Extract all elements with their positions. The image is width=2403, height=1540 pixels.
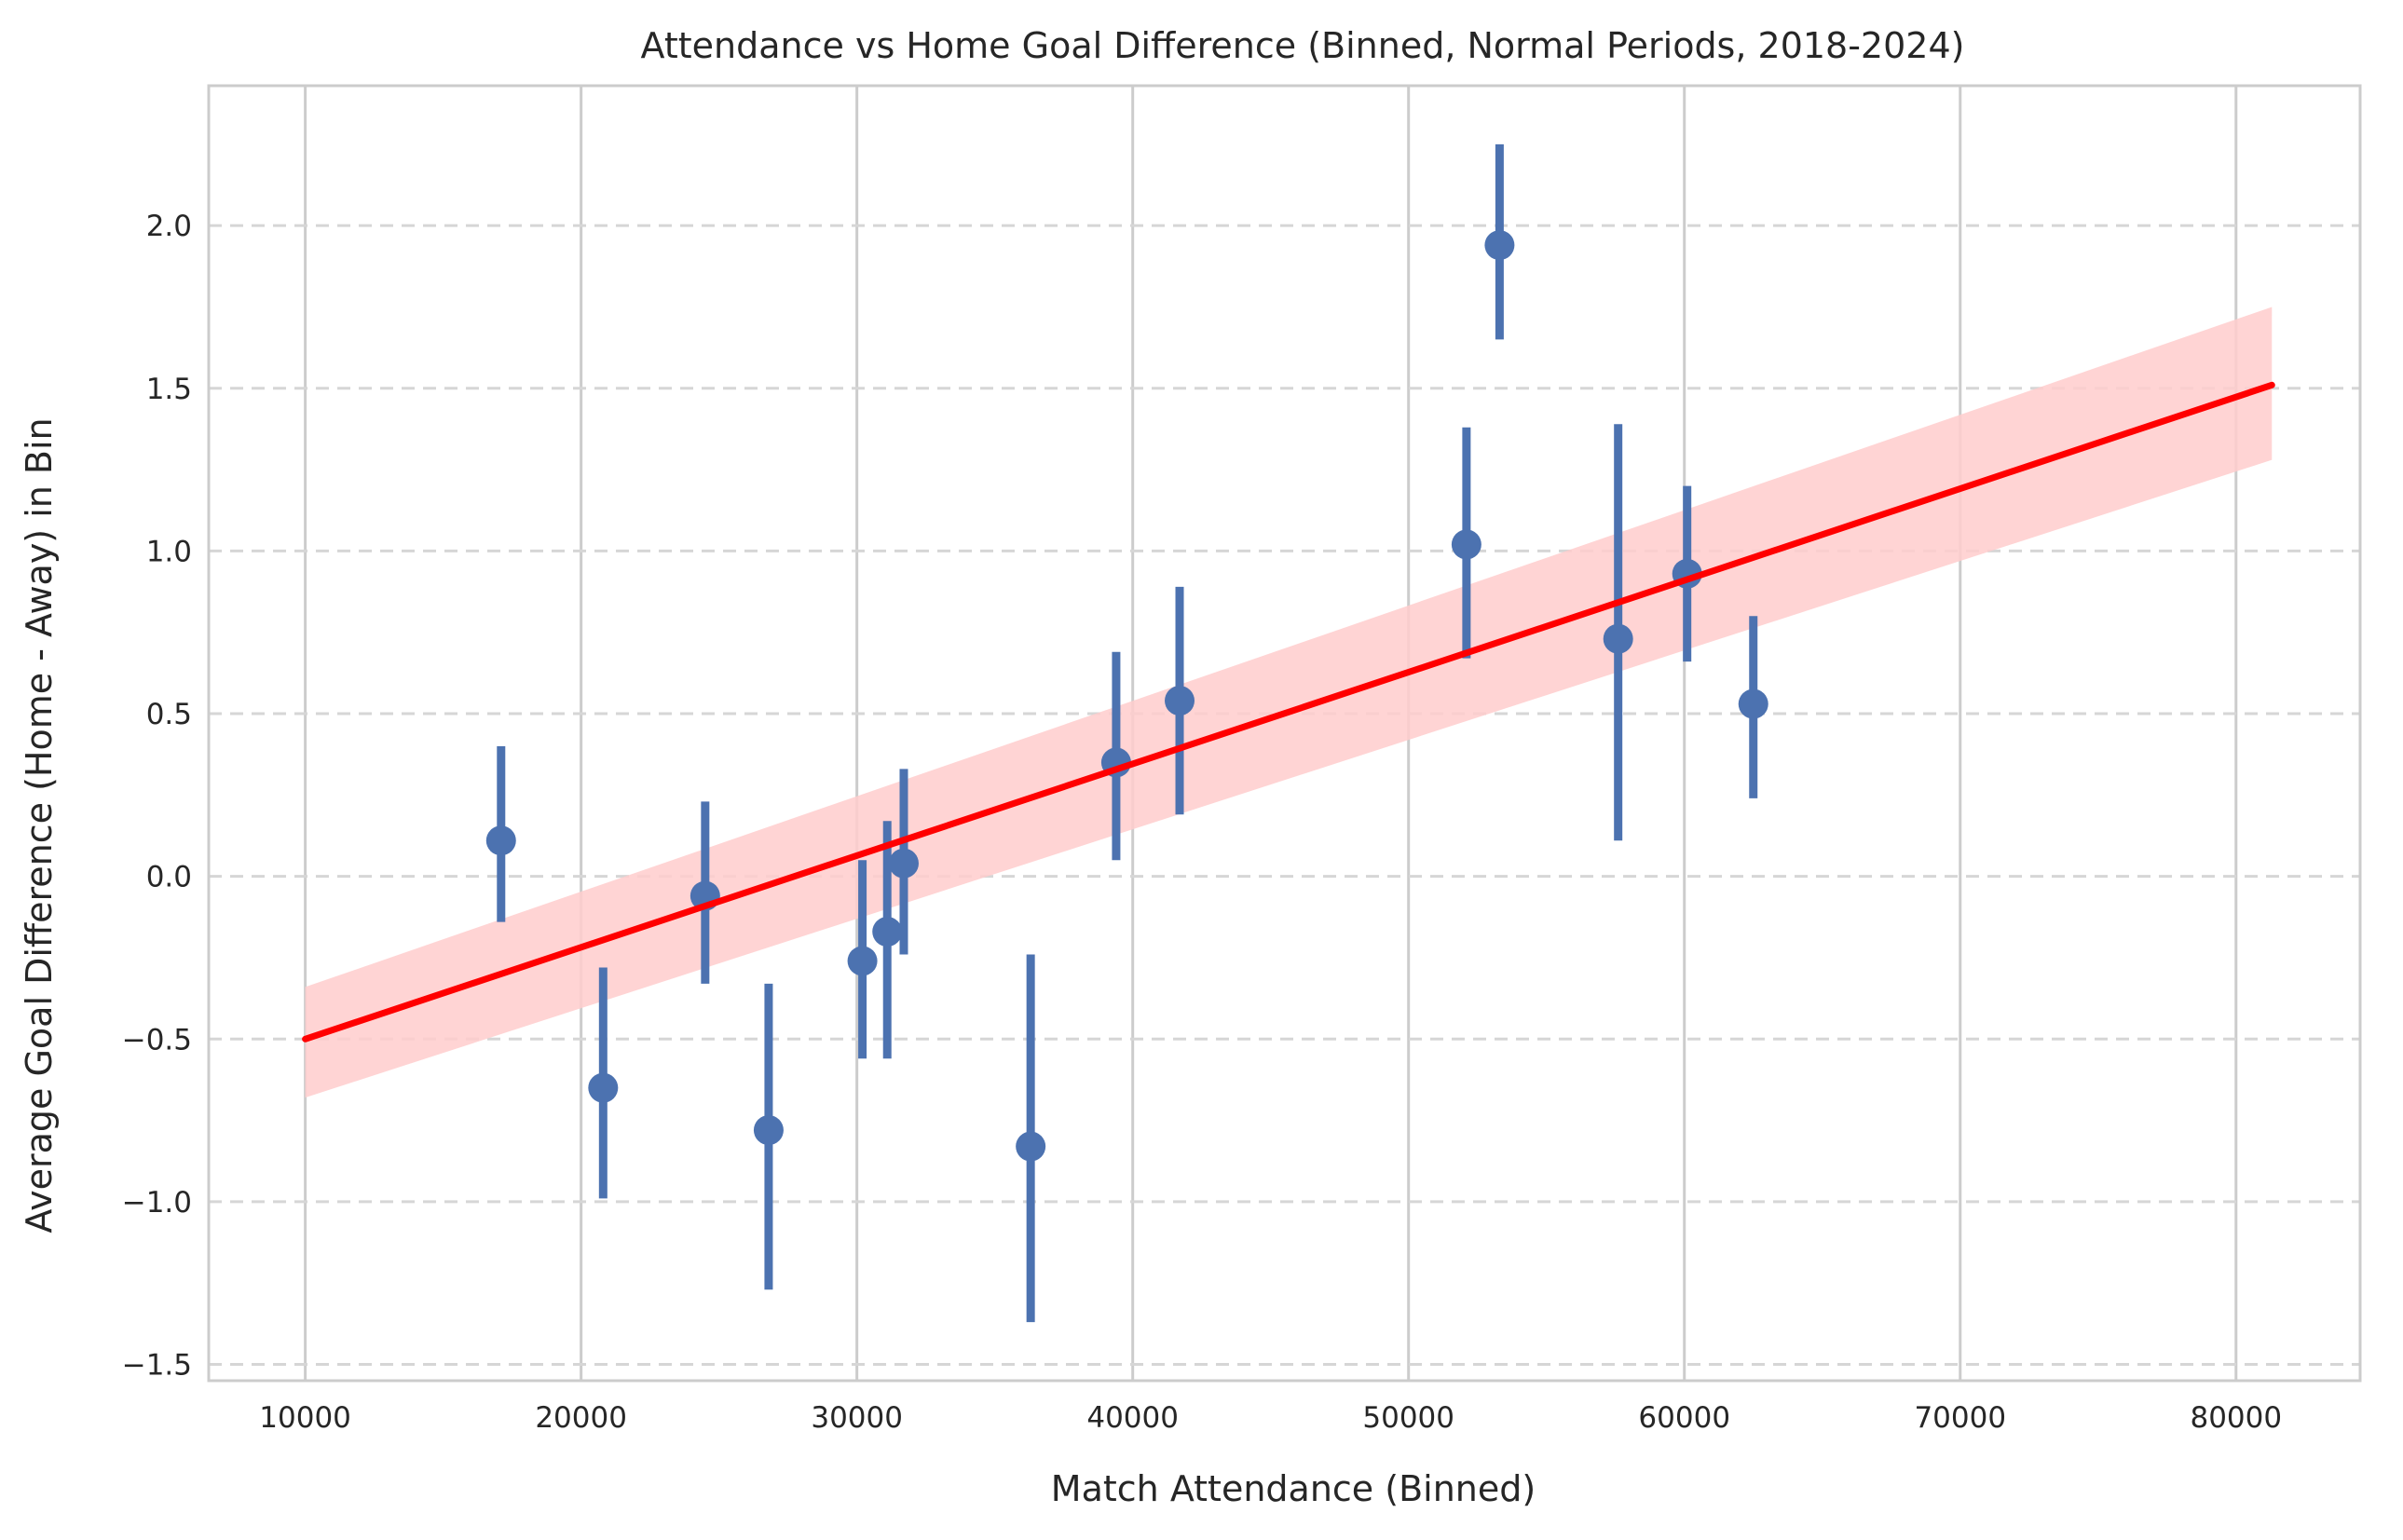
- chart-title: Attendance vs Home Goal Difference (Binn…: [641, 25, 1965, 66]
- data-point: [847, 946, 878, 976]
- x-axis-label: Match Attendance (Binned): [1051, 1468, 1536, 1509]
- x-grid: [304, 86, 2238, 1381]
- x-tick-label: 10000: [259, 1401, 351, 1435]
- data-point: [485, 825, 516, 856]
- data-point: [753, 1115, 784, 1146]
- regression-ci-band: [305, 307, 2273, 1098]
- data-point: [1603, 623, 1633, 654]
- x-tick-label: 40000: [1086, 1401, 1179, 1435]
- data-point: [888, 848, 919, 879]
- regression-line: [302, 381, 2275, 1043]
- x-tick-label: 50000: [1362, 1401, 1454, 1435]
- x-tick-label: 60000: [1638, 1401, 1730, 1435]
- data-point: [872, 917, 903, 947]
- x-tick-label: 20000: [535, 1401, 627, 1435]
- y-tick-label: 1.0: [146, 535, 192, 568]
- y-tick-label: −1.0: [122, 1186, 192, 1220]
- x-tick-labels: 10000 20000 30000 40000 50000 60000 70000 80000: [259, 1401, 2282, 1435]
- x-tick-label: 30000: [811, 1401, 903, 1435]
- y-axis-label: Average Goal Difference (Home - Away) in…: [19, 417, 60, 1233]
- y-tick-label: 0.0: [146, 861, 192, 894]
- data-point: [1165, 686, 1195, 716]
- x-tick-label: 70000: [1914, 1401, 2006, 1435]
- data-point: [1016, 1131, 1046, 1162]
- y-tick-label: 0.5: [146, 698, 192, 731]
- data-point: [1451, 529, 1481, 560]
- y-tick-labels: −1.5 −1.0 −0.5 0.0 0.5 1.0 1.5 2.0: [122, 210, 192, 1382]
- data-point: [1484, 230, 1515, 261]
- y-tick-label: 2.0: [146, 210, 192, 243]
- y-tick-label: 1.5: [146, 373, 192, 406]
- data-point: [588, 1072, 619, 1103]
- y-tick-label: −0.5: [122, 1023, 192, 1056]
- plot-frame: [207, 84, 2362, 1383]
- x-tick-label: 80000: [2190, 1401, 2282, 1435]
- y-tick-label: −1.5: [122, 1349, 192, 1383]
- data-point: [1738, 688, 1768, 719]
- data-points: [485, 230, 1768, 1162]
